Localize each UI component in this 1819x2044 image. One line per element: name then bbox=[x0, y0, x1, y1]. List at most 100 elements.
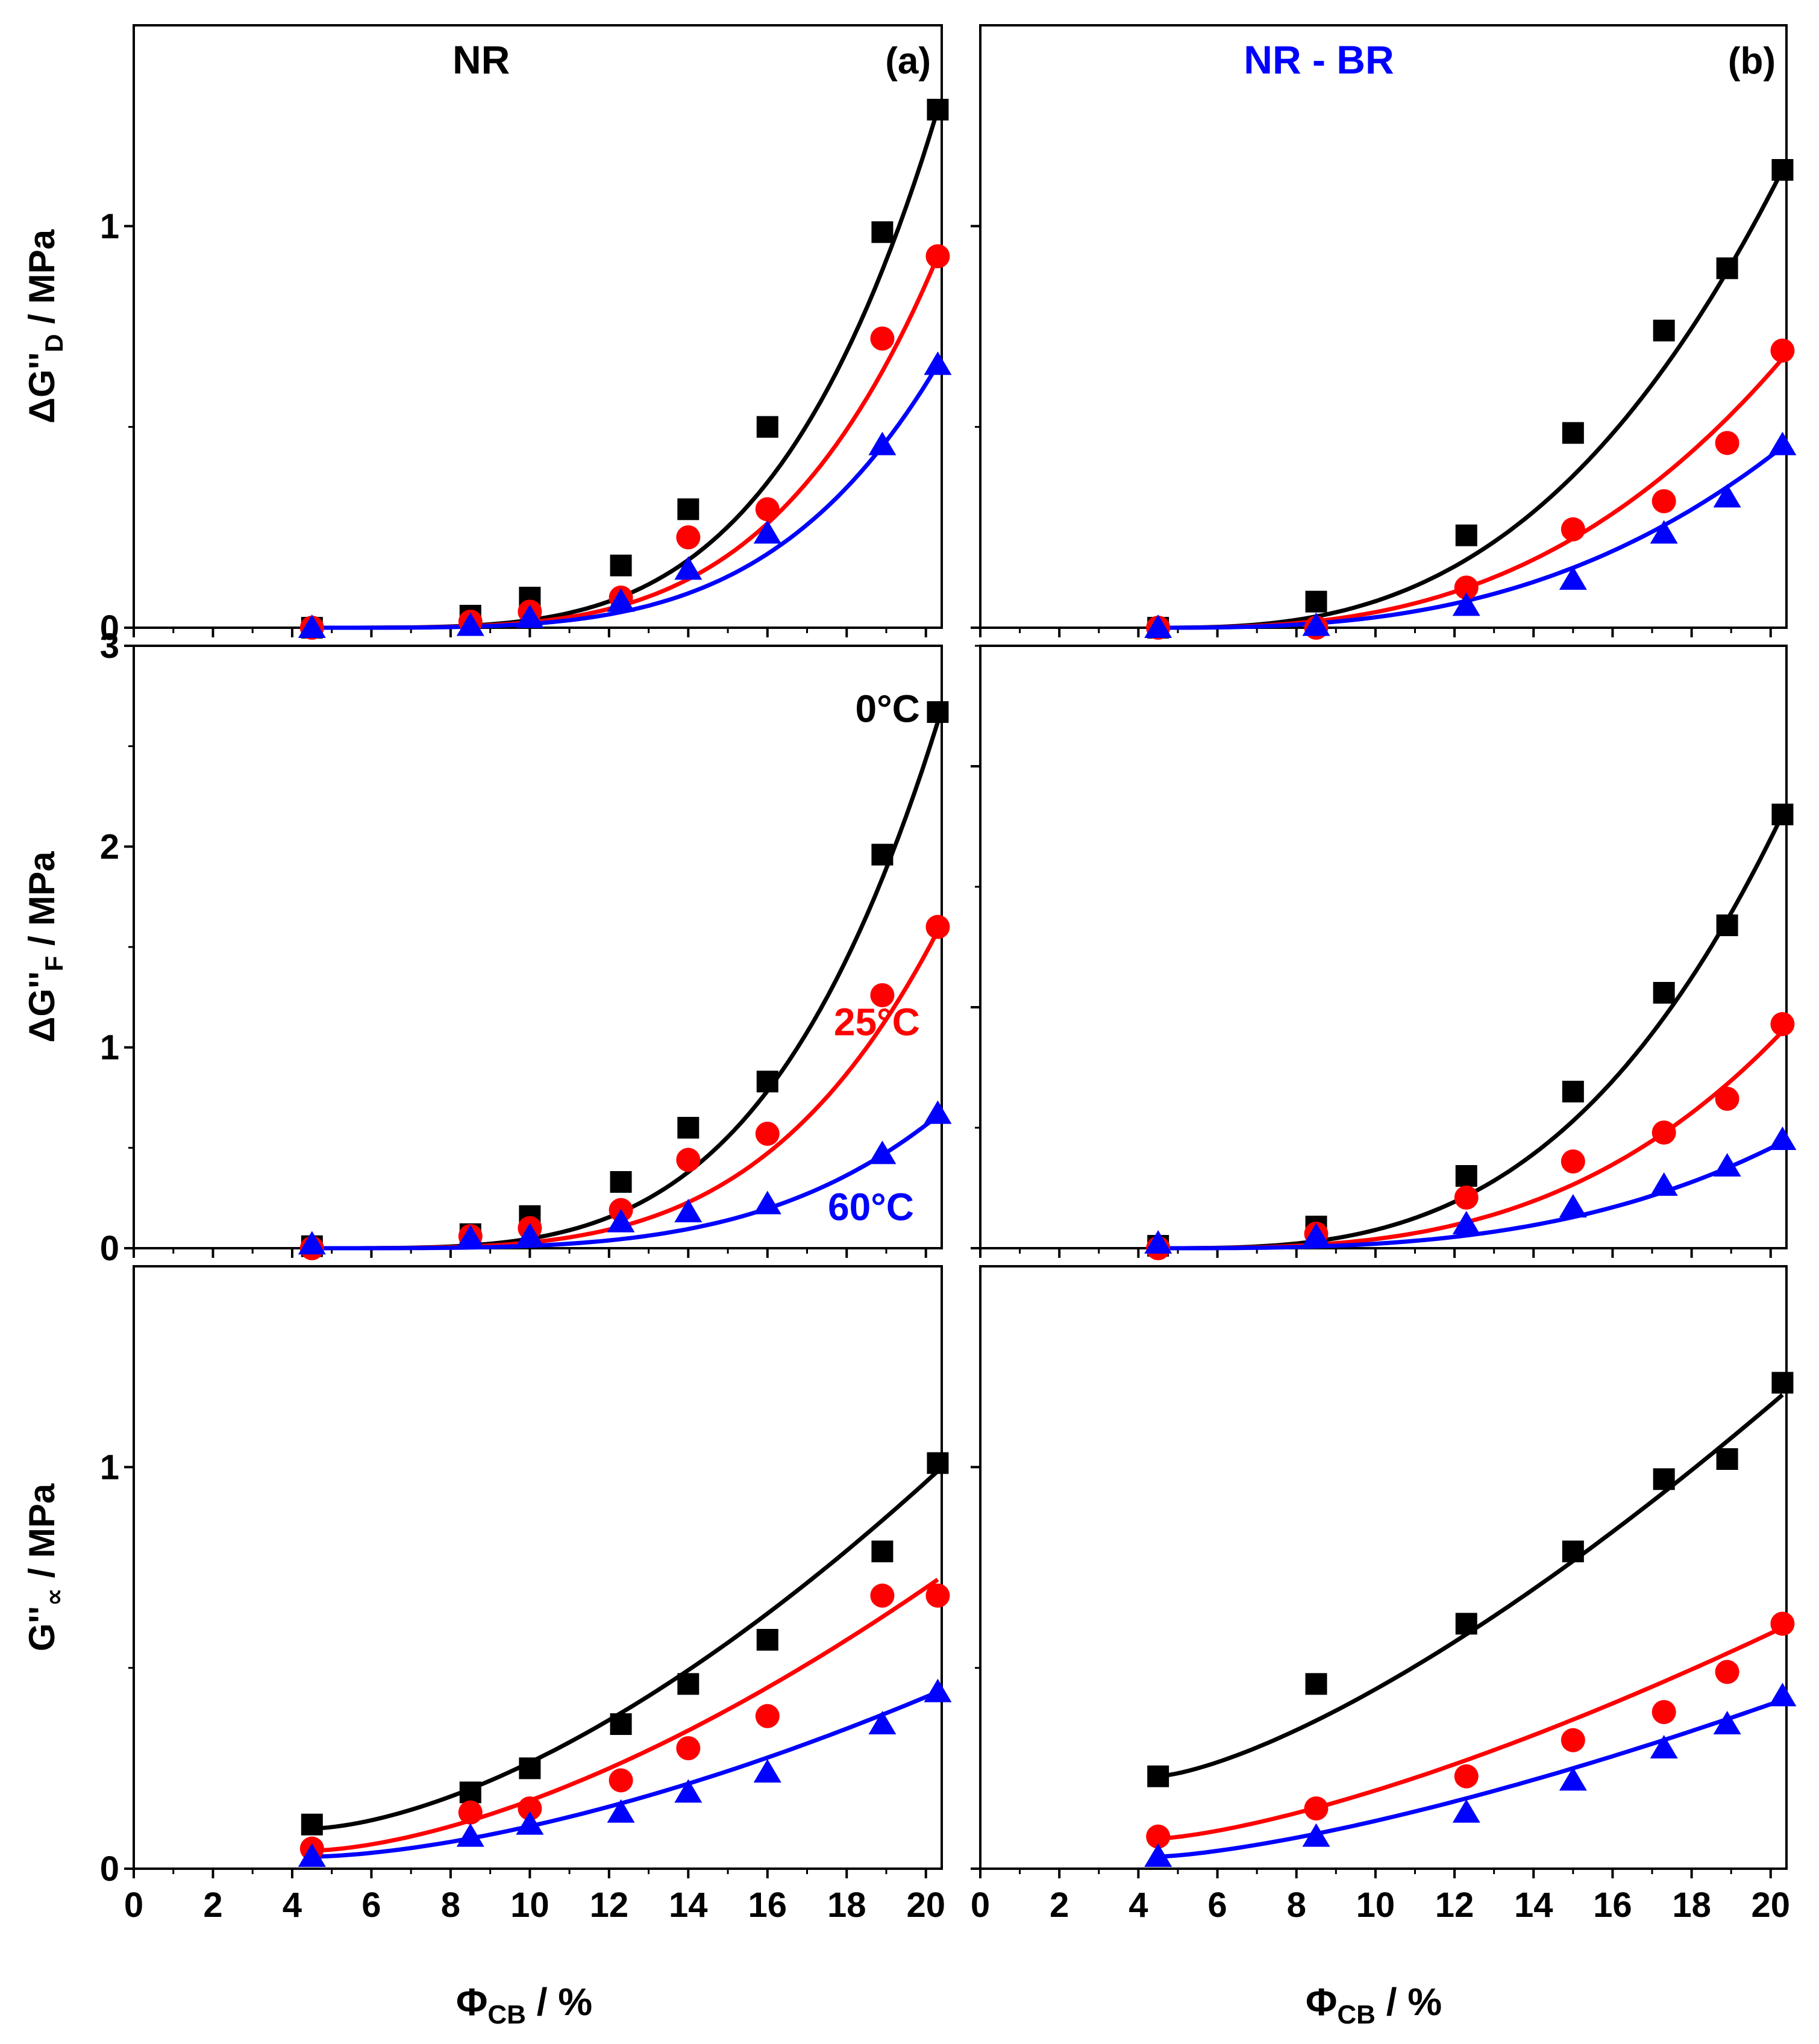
data-point-circle bbox=[870, 327, 895, 351]
x-tick-label: 20 bbox=[1752, 1886, 1791, 1925]
x-tick-label: 12 bbox=[1435, 1886, 1474, 1925]
fit-curve-0°C bbox=[1157, 1393, 1784, 1779]
x-tick-label: 16 bbox=[748, 1886, 787, 1925]
plot-frame bbox=[133, 645, 943, 1249]
data-point-triangle bbox=[607, 1208, 635, 1233]
data-point-circle bbox=[676, 1148, 701, 1172]
x-tick-label: 16 bbox=[1593, 1886, 1632, 1925]
data-point-square bbox=[927, 99, 949, 120]
data-point-square bbox=[756, 1629, 778, 1651]
data-point-circle bbox=[518, 1796, 542, 1821]
data-point-square bbox=[1653, 1468, 1675, 1490]
data-point-circle bbox=[1561, 1728, 1585, 1752]
data-point-square bbox=[610, 1171, 632, 1193]
data-point-triangle bbox=[1559, 1194, 1587, 1217]
data-point-triangle bbox=[607, 588, 635, 612]
fit-curve-25°C bbox=[1158, 1030, 1784, 1251]
data-point-triangle bbox=[298, 1843, 326, 1867]
data-point-circle bbox=[1652, 1700, 1676, 1724]
data-point-triangle bbox=[1713, 484, 1741, 508]
data-point-triangle bbox=[516, 1223, 544, 1246]
data-point-square bbox=[1562, 422, 1584, 444]
data-point-circle bbox=[1304, 1796, 1329, 1821]
data-point-triangle bbox=[868, 1711, 897, 1734]
x-tick-label: 2 bbox=[1050, 1886, 1069, 1925]
data-point-triangle bbox=[1302, 612, 1330, 636]
y-axis-label-main: ΔG'' bbox=[22, 352, 62, 423]
y-tick-label: 0 bbox=[100, 1849, 119, 1889]
data-point-triangle bbox=[1713, 1153, 1741, 1177]
data-point-square bbox=[610, 1713, 632, 1735]
plot-frame bbox=[133, 1265, 943, 1870]
data-point-circle bbox=[870, 983, 895, 1007]
data-point-triangle bbox=[674, 1779, 703, 1803]
panel-label: (b) bbox=[1728, 40, 1776, 82]
fit-curve-0°C bbox=[312, 721, 940, 1251]
data-point-square bbox=[677, 1117, 700, 1139]
data-point-square bbox=[871, 221, 894, 243]
x-tick-label: 18 bbox=[827, 1886, 866, 1925]
data-point-triangle bbox=[298, 614, 326, 638]
data-point-triangle bbox=[516, 1811, 544, 1835]
x-tick-label: 4 bbox=[1129, 1886, 1148, 1925]
panel-title: NR bbox=[452, 37, 510, 82]
data-point-square bbox=[1653, 982, 1675, 1004]
data-point-circle bbox=[925, 244, 950, 269]
data-point-circle bbox=[676, 525, 701, 549]
data-point-triangle bbox=[1650, 1735, 1678, 1758]
plot-frame bbox=[133, 24, 943, 629]
data-point-square bbox=[1305, 590, 1327, 613]
data-point-square bbox=[1562, 1081, 1584, 1102]
data-point-triangle bbox=[456, 612, 484, 636]
data-point-triangle bbox=[1768, 1127, 1797, 1150]
x-axis-label-sub: CB bbox=[487, 2000, 526, 2030]
data-point-circle bbox=[458, 1800, 483, 1825]
data-point-circle bbox=[1770, 1012, 1795, 1036]
data-point-circle bbox=[1770, 1611, 1795, 1636]
data-point-square bbox=[927, 701, 949, 723]
panel-a-bot: 010 2 4 6 8 10 12 14 16 18 20G''∝ / MPa bbox=[22, 1265, 952, 1925]
panel-b-bot: 0 2 4 6 8 10 12 14 16 18 20 bbox=[971, 1265, 1797, 1925]
data-point-triangle bbox=[1302, 1223, 1330, 1246]
fit-curve-0°C bbox=[312, 1469, 939, 1831]
x-tick-label: 2 bbox=[203, 1886, 222, 1925]
x-tick-label: 6 bbox=[362, 1886, 381, 1925]
data-point-circle bbox=[1454, 1764, 1479, 1789]
data-point-square bbox=[610, 554, 632, 577]
y-axis-label-sub: D bbox=[40, 334, 68, 352]
temperature-annotation: 60°C bbox=[828, 1185, 914, 1228]
data-point-square bbox=[519, 1757, 541, 1780]
x-axis-label-unit: / % bbox=[1376, 1980, 1442, 2024]
y-axis-label-sub: F bbox=[40, 956, 68, 972]
panel-b-top: NR - BR (b) bbox=[971, 24, 1797, 640]
x-tick-label: 14 bbox=[1514, 1886, 1553, 1925]
data-point-square bbox=[1455, 524, 1477, 546]
x-tick-label: 8 bbox=[1287, 1886, 1306, 1925]
x-tick-label: 6 bbox=[1207, 1886, 1227, 1925]
data-point-triangle bbox=[607, 1799, 635, 1823]
fit-curve-60°C bbox=[1158, 1140, 1783, 1251]
data-point-circle bbox=[1561, 517, 1585, 542]
fit-curve-60°C bbox=[312, 1690, 939, 1859]
data-point-circle bbox=[1454, 575, 1479, 600]
data-point-square bbox=[1716, 1448, 1738, 1470]
y-axis-label: ΔG''F / MPa bbox=[22, 851, 68, 1043]
data-point-square bbox=[1771, 804, 1794, 825]
data-point-triangle bbox=[1144, 614, 1172, 638]
data-point-circle bbox=[1652, 1120, 1676, 1145]
panel-a-top: 0 1 ΔG''D / MPa NR (a) bbox=[22, 24, 952, 648]
panel-label: (a) bbox=[885, 40, 931, 82]
data-point-triangle bbox=[516, 604, 544, 628]
panel-a-mid: 0 1 2 3 ΔG''F / MPa 0°C 25°C 60°C bbox=[22, 627, 952, 1268]
data-point-circle bbox=[1652, 489, 1676, 513]
data-point-triangle bbox=[456, 1225, 484, 1249]
data-point-square bbox=[1771, 159, 1794, 181]
y-tick-label: 0 bbox=[100, 1229, 119, 1268]
y-axis-label-unit: / MPa bbox=[22, 229, 62, 334]
fit-curve-0°C bbox=[312, 108, 940, 630]
x-tick-label: 4 bbox=[283, 1886, 302, 1925]
data-point-triangle bbox=[924, 1678, 952, 1702]
data-point-square bbox=[1771, 1372, 1794, 1394]
y-axis-label-sub: ∝ bbox=[40, 1588, 68, 1606]
